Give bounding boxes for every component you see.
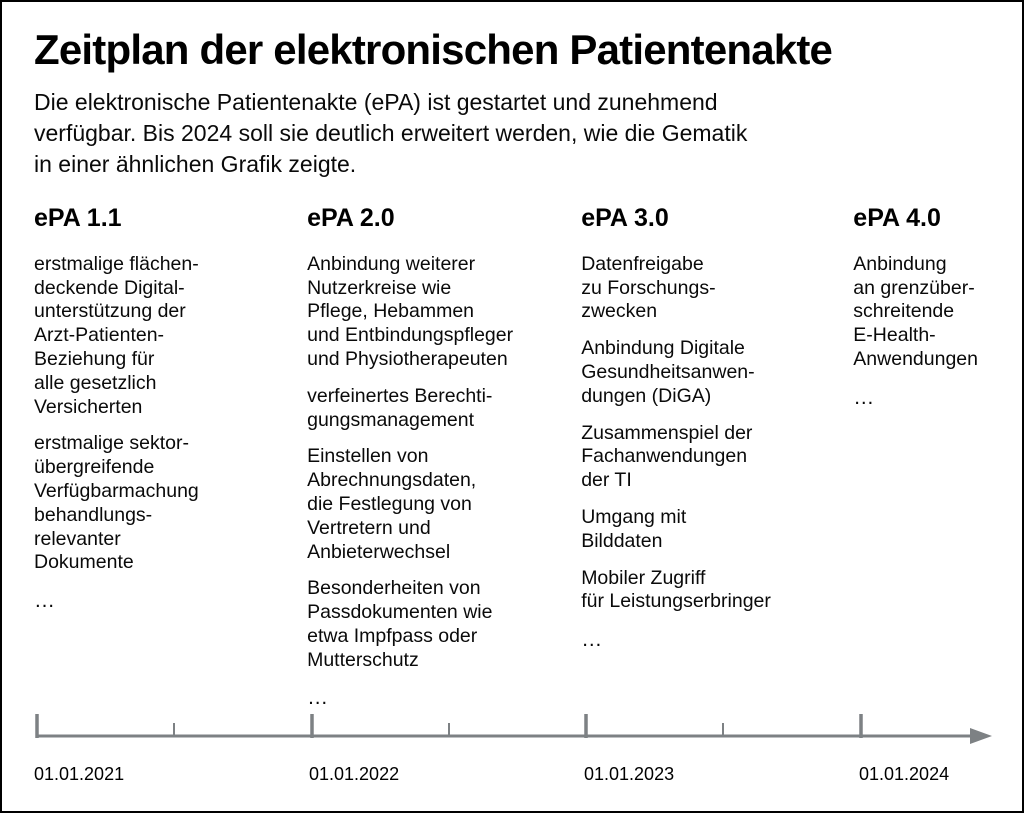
timeline-arrow-icon xyxy=(970,728,992,744)
column-item: verfeinertes Berechti- gungsmanagement xyxy=(307,384,493,431)
column-heading: ePA 1.1 xyxy=(34,204,122,233)
column-epa-1-1: ePA 1.1 erstmalige flächen- deckende Dig… xyxy=(34,204,307,627)
column-epa-2-0: ePA 2.0 Anbindung weiterer Nutzerkreise … xyxy=(307,204,581,724)
column-item: Anbindung Digitale Gesundheitsanwen- dun… xyxy=(581,337,755,407)
ellipsis-item: … xyxy=(581,628,604,652)
column-item: Mobiler Zugriff für Leistungserbringer xyxy=(581,566,771,613)
ellipsis-item: … xyxy=(34,589,56,613)
ellipsis-item: … xyxy=(853,385,876,409)
date-label-2021: 01.01.2021 xyxy=(34,764,125,784)
column-item: Zusammenspiel der Fachanwendungen der TI xyxy=(581,421,753,492)
column-item: Einstellen von Abrechnungsdaten, die Fes… xyxy=(307,445,477,563)
date-label-2024: 01.01.2024 xyxy=(859,764,950,784)
column-item: Umgang mit Bilddaten xyxy=(581,505,687,552)
column-item: Datenfreigabe zu Forschungs- zwecken xyxy=(581,252,716,323)
column-item: Anbindung weiterer Nutzerkreise wie Pfle… xyxy=(307,252,514,371)
column-item: Anbindung an grenzüber- schreitende E-He… xyxy=(853,252,978,371)
page-title: Zeitplan der elektronischen Patientenakt… xyxy=(34,26,833,73)
column-heading: ePA 4.0 xyxy=(853,204,941,233)
timeline-axis xyxy=(34,706,994,752)
column-item: erstmalige sektor- übergreifende Verfügb… xyxy=(34,432,199,574)
version-columns: ePA 1.1 erstmalige flächen- deckende Dig… xyxy=(34,204,990,724)
column-item: Besonderheiten von Passdokumenten wie et… xyxy=(307,577,493,671)
timeline-svg xyxy=(35,714,992,744)
column-epa-4-0: ePA 4.0 Anbindung an grenzüber- schreite… xyxy=(853,204,990,423)
timeline-date-labels: 01.01.2021 01.01.2022 01.01.2023 01.01.2… xyxy=(34,764,994,790)
intro-text: Die elektronische Patientenakte (ePA) is… xyxy=(34,89,748,178)
column-heading: ePA 2.0 xyxy=(307,204,395,233)
date-label-2023: 01.01.2023 xyxy=(584,764,675,784)
column-heading: ePA 3.0 xyxy=(581,204,669,233)
ellipsis-item: … xyxy=(307,686,330,710)
column-item: erstmalige flächen- deckende Digital- un… xyxy=(34,252,199,418)
column-epa-3-0: ePA 3.0 Datenfreigabe zu Forschungs- zwe… xyxy=(581,204,853,666)
date-label-2022: 01.01.2022 xyxy=(309,764,400,784)
